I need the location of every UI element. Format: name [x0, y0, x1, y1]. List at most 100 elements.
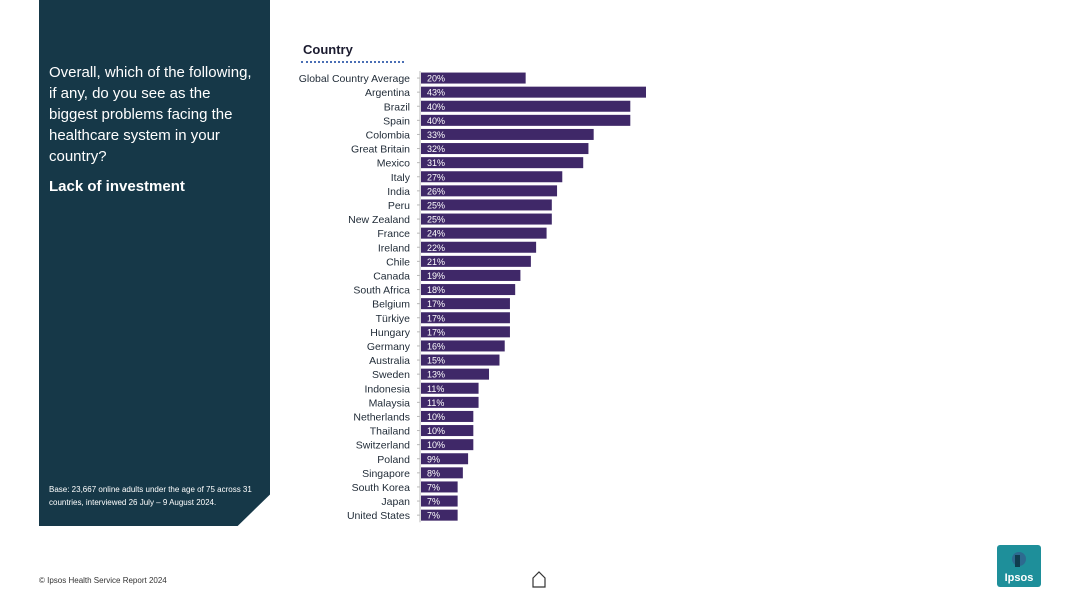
bar [421, 298, 510, 310]
category-label: Great Britain [351, 144, 410, 156]
footer-copyright: © Ipsos Health Service Report 2024 [39, 576, 167, 585]
category-label: Canada [373, 270, 410, 282]
base-note: Base: 23,667 online adults under the age… [49, 485, 252, 507]
chart-heading: Country [303, 42, 353, 57]
value-label: 18% [427, 285, 445, 295]
value-label: 22% [427, 243, 445, 253]
category-label: Singapore [362, 468, 410, 480]
category-label: Ireland [378, 242, 410, 254]
bar [421, 255, 531, 267]
subtitle: Lack of investment [49, 178, 185, 195]
category-label: Global Country Average [299, 73, 410, 85]
logo-text: Ipsos [1005, 572, 1034, 584]
value-label: 17% [427, 313, 445, 323]
category-label: Poland [377, 454, 410, 466]
value-label: 19% [427, 271, 445, 281]
value-label: 20% [427, 74, 445, 84]
bar [421, 227, 547, 239]
value-label: 11% [427, 384, 444, 394]
category-label: Argentina [365, 87, 410, 99]
bar [421, 284, 516, 296]
category-label: Indonesia [364, 383, 410, 395]
bar [421, 396, 479, 408]
bar [421, 509, 458, 521]
value-label: 24% [427, 229, 445, 239]
bar [421, 199, 552, 211]
bar [421, 269, 521, 281]
category-label: Netherlands [353, 411, 410, 423]
category-label: Germany [367, 341, 411, 353]
value-label: 25% [427, 215, 445, 225]
value-label: 21% [427, 257, 445, 267]
bar [421, 439, 474, 451]
bar [421, 481, 458, 493]
bar [421, 425, 474, 437]
value-label: 10% [427, 440, 445, 450]
bar [421, 128, 594, 140]
value-label: 25% [427, 200, 445, 210]
bar [421, 382, 479, 394]
category-label: New Zealand [348, 214, 410, 226]
category-label: Mexico [377, 158, 410, 170]
value-label: 40% [427, 102, 445, 112]
category-label: United States [347, 510, 410, 522]
bar [421, 185, 558, 197]
value-label: 8% [427, 468, 440, 478]
value-label: 16% [427, 341, 445, 351]
category-label: Italy [391, 172, 411, 184]
ipsos-logo: Ipsos [997, 545, 1041, 587]
value-label: 11% [427, 398, 444, 408]
category-label: Australia [369, 355, 410, 367]
bar [421, 495, 458, 507]
bar [421, 467, 463, 479]
bar [421, 326, 510, 338]
category-label: Chile [386, 256, 410, 268]
category-label: Sweden [372, 369, 410, 381]
value-label: 31% [427, 158, 445, 168]
value-label: 43% [427, 88, 445, 98]
question-panel: Overall, which of the following, if any,… [39, 0, 270, 526]
bar [421, 100, 631, 112]
category-label: Hungary [370, 327, 410, 339]
value-label: 7% [427, 511, 440, 521]
bar [421, 453, 469, 465]
bar [421, 340, 505, 352]
value-label: 10% [427, 412, 445, 422]
category-label: Peru [388, 200, 410, 212]
value-label: 7% [427, 497, 440, 507]
bar [421, 312, 510, 324]
category-label: Thailand [370, 426, 410, 438]
value-label: 32% [427, 144, 445, 154]
value-label: 7% [427, 482, 440, 492]
bar [421, 213, 552, 225]
value-label: 27% [427, 172, 445, 182]
value-label: 15% [427, 356, 445, 366]
category-label: South Korea [352, 482, 411, 494]
category-label: Malaysia [369, 397, 411, 409]
category-label: Switzerland [356, 440, 410, 452]
bar [421, 368, 490, 380]
category-label: Spain [383, 115, 410, 127]
home-icon[interactable] [531, 570, 547, 588]
category-label: South Africa [353, 285, 410, 297]
value-label: 13% [427, 370, 445, 380]
bar [421, 157, 584, 169]
bar [421, 86, 646, 98]
value-label: 33% [427, 130, 445, 140]
category-label: Brazil [384, 101, 410, 113]
bar [421, 143, 589, 155]
value-label: 9% [427, 454, 440, 464]
value-label: 17% [427, 299, 445, 309]
category-label: India [387, 186, 410, 198]
category-label: Belgium [372, 299, 410, 311]
bar [421, 241, 537, 253]
value-label: 40% [427, 116, 445, 126]
question-text: Overall, which of the following, if any,… [49, 64, 252, 165]
bar [421, 114, 631, 126]
bar [421, 171, 563, 183]
category-label: Türkiye [376, 313, 411, 325]
value-label: 26% [427, 186, 445, 196]
bar [421, 72, 526, 84]
bar [421, 354, 500, 366]
